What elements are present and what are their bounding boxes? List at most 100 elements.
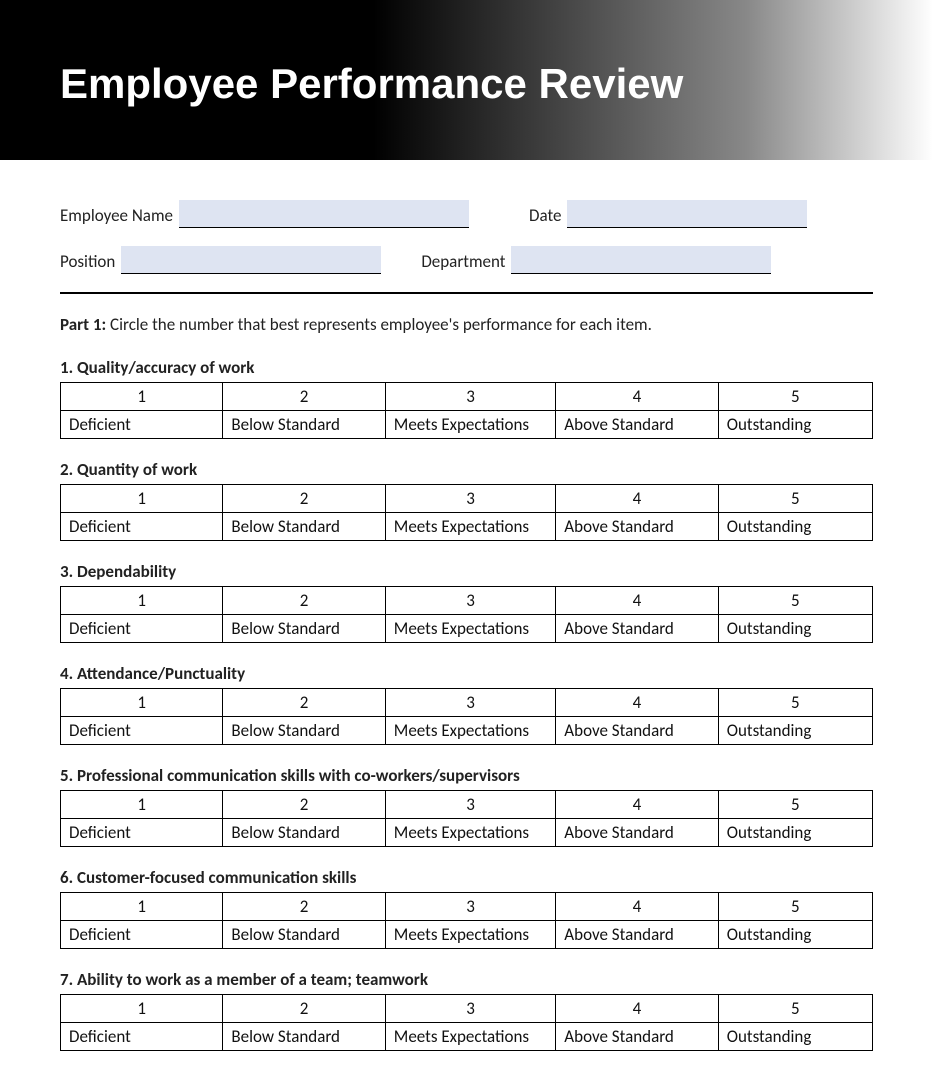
rating-label-row: DeficientBelow StandardMeets Expectation…: [61, 411, 873, 439]
rating-number-cell[interactable]: 2: [223, 791, 385, 819]
header-banner: Employee Performance Review: [0, 0, 933, 160]
rating-label-row: DeficientBelow StandardMeets Expectation…: [61, 513, 873, 541]
rating-number-cell[interactable]: 3: [385, 893, 556, 921]
rating-number-cell[interactable]: 2: [223, 689, 385, 717]
rating-number-row: 12345: [61, 893, 873, 921]
rating-label-row: DeficientBelow StandardMeets Expectation…: [61, 921, 873, 949]
rating-label-cell: Below Standard: [223, 1023, 385, 1051]
rating-number-cell[interactable]: 5: [718, 893, 872, 921]
rating-label-cell: Meets Expectations: [385, 819, 556, 847]
rating-number-cell[interactable]: 5: [718, 383, 872, 411]
separator-line: [60, 292, 873, 294]
rating-number-cell[interactable]: 4: [556, 689, 718, 717]
rating-number-cell[interactable]: 3: [385, 587, 556, 615]
rating-label-cell: Below Standard: [223, 819, 385, 847]
rating-number-cell[interactable]: 1: [61, 791, 223, 819]
rating-label-cell: Below Standard: [223, 615, 385, 643]
employee-name-field[interactable]: [179, 200, 469, 228]
department-field[interactable]: [511, 246, 771, 274]
department-label: Department: [421, 251, 505, 274]
employee-name-label: Employee Name: [60, 205, 173, 228]
rating-label-row: DeficientBelow StandardMeets Expectation…: [61, 1023, 873, 1051]
part1-text: Circle the number that best represents e…: [110, 314, 652, 335]
rating-label-cell: Below Standard: [223, 513, 385, 541]
rating-label-cell: Outstanding: [718, 411, 872, 439]
rating-number-cell[interactable]: 4: [556, 587, 718, 615]
info-row-1: Employee Name Date: [60, 200, 873, 228]
rating-label-cell: Deficient: [61, 1023, 223, 1051]
rating-label-cell: Meets Expectations: [385, 513, 556, 541]
rating-number-cell[interactable]: 5: [718, 995, 872, 1023]
rating-number-cell[interactable]: 1: [61, 383, 223, 411]
rating-label-cell: Above Standard: [556, 921, 718, 949]
rating-number-cell[interactable]: 3: [385, 689, 556, 717]
item-title: 2. Quantity of work: [60, 459, 873, 480]
rating-number-cell[interactable]: 2: [223, 383, 385, 411]
rating-label-cell: Above Standard: [556, 819, 718, 847]
date-field[interactable]: [567, 200, 807, 228]
rating-table: 12345DeficientBelow StandardMeets Expect…: [60, 892, 873, 949]
rating-number-cell[interactable]: 1: [61, 689, 223, 717]
rating-label-cell: Above Standard: [556, 411, 718, 439]
item-title: 5. Professional communication skills wit…: [60, 765, 873, 786]
rating-number-cell[interactable]: 3: [385, 485, 556, 513]
rating-label-cell: Outstanding: [718, 717, 872, 745]
rating-number-cell[interactable]: 5: [718, 689, 872, 717]
rating-number-row: 12345: [61, 383, 873, 411]
rating-number-cell[interactable]: 3: [385, 791, 556, 819]
rating-number-row: 12345: [61, 689, 873, 717]
rating-number-cell[interactable]: 2: [223, 893, 385, 921]
rating-number-cell[interactable]: 2: [223, 587, 385, 615]
rating-label-cell: Deficient: [61, 513, 223, 541]
rating-number-cell[interactable]: 1: [61, 893, 223, 921]
rating-number-cell[interactable]: 4: [556, 383, 718, 411]
rating-number-cell[interactable]: 4: [556, 995, 718, 1023]
rating-label-cell: Deficient: [61, 411, 223, 439]
rating-label-cell: Meets Expectations: [385, 717, 556, 745]
rating-number-cell[interactable]: 4: [556, 485, 718, 513]
rating-label-cell: Above Standard: [556, 717, 718, 745]
item-title: 4. Attendance/Punctuality: [60, 663, 873, 684]
rating-number-row: 12345: [61, 485, 873, 513]
items-container: 1. Quality/accuracy of work12345Deficien…: [60, 357, 873, 1051]
rating-number-cell[interactable]: 4: [556, 893, 718, 921]
rating-table: 12345DeficientBelow StandardMeets Expect…: [60, 484, 873, 541]
rating-label-cell: Deficient: [61, 819, 223, 847]
rating-number-row: 12345: [61, 791, 873, 819]
form-content: Employee Name Date Position Department P…: [0, 160, 933, 1071]
item-title: 7. Ability to work as a member of a team…: [60, 969, 873, 990]
rating-label-cell: Outstanding: [718, 921, 872, 949]
rating-number-cell[interactable]: 3: [385, 995, 556, 1023]
page-title: Employee Performance Review: [60, 60, 933, 108]
rating-number-cell[interactable]: 3: [385, 383, 556, 411]
rating-number-cell[interactable]: 5: [718, 587, 872, 615]
rating-table: 12345DeficientBelow StandardMeets Expect…: [60, 790, 873, 847]
rating-number-cell[interactable]: 2: [223, 485, 385, 513]
position-group: Position: [60, 246, 381, 274]
rating-table: 12345DeficientBelow StandardMeets Expect…: [60, 688, 873, 745]
rating-label-cell: Outstanding: [718, 819, 872, 847]
rating-number-cell[interactable]: 5: [718, 485, 872, 513]
part1-instruction: Part 1: Circle the number that best repr…: [60, 314, 873, 335]
rating-label-cell: Below Standard: [223, 411, 385, 439]
rating-number-cell[interactable]: 1: [61, 587, 223, 615]
rating-label-cell: Meets Expectations: [385, 1023, 556, 1051]
rating-number-cell[interactable]: 5: [718, 791, 872, 819]
rating-number-row: 12345: [61, 587, 873, 615]
rating-number-cell[interactable]: 2: [223, 995, 385, 1023]
rating-number-cell[interactable]: 1: [61, 485, 223, 513]
rating-label-cell: Meets Expectations: [385, 411, 556, 439]
rating-label-cell: Below Standard: [223, 717, 385, 745]
rating-label-cell: Below Standard: [223, 921, 385, 949]
part1-prefix: Part 1:: [60, 314, 106, 335]
rating-label-cell: Outstanding: [718, 615, 872, 643]
date-label: Date: [529, 205, 561, 228]
rating-number-row: 12345: [61, 995, 873, 1023]
employee-name-group: Employee Name: [60, 200, 469, 228]
rating-number-cell[interactable]: 1: [61, 995, 223, 1023]
rating-number-cell[interactable]: 4: [556, 791, 718, 819]
position-field[interactable]: [121, 246, 381, 274]
date-group: Date: [529, 200, 807, 228]
rating-label-cell: Outstanding: [718, 1023, 872, 1051]
rating-label-cell: Meets Expectations: [385, 921, 556, 949]
